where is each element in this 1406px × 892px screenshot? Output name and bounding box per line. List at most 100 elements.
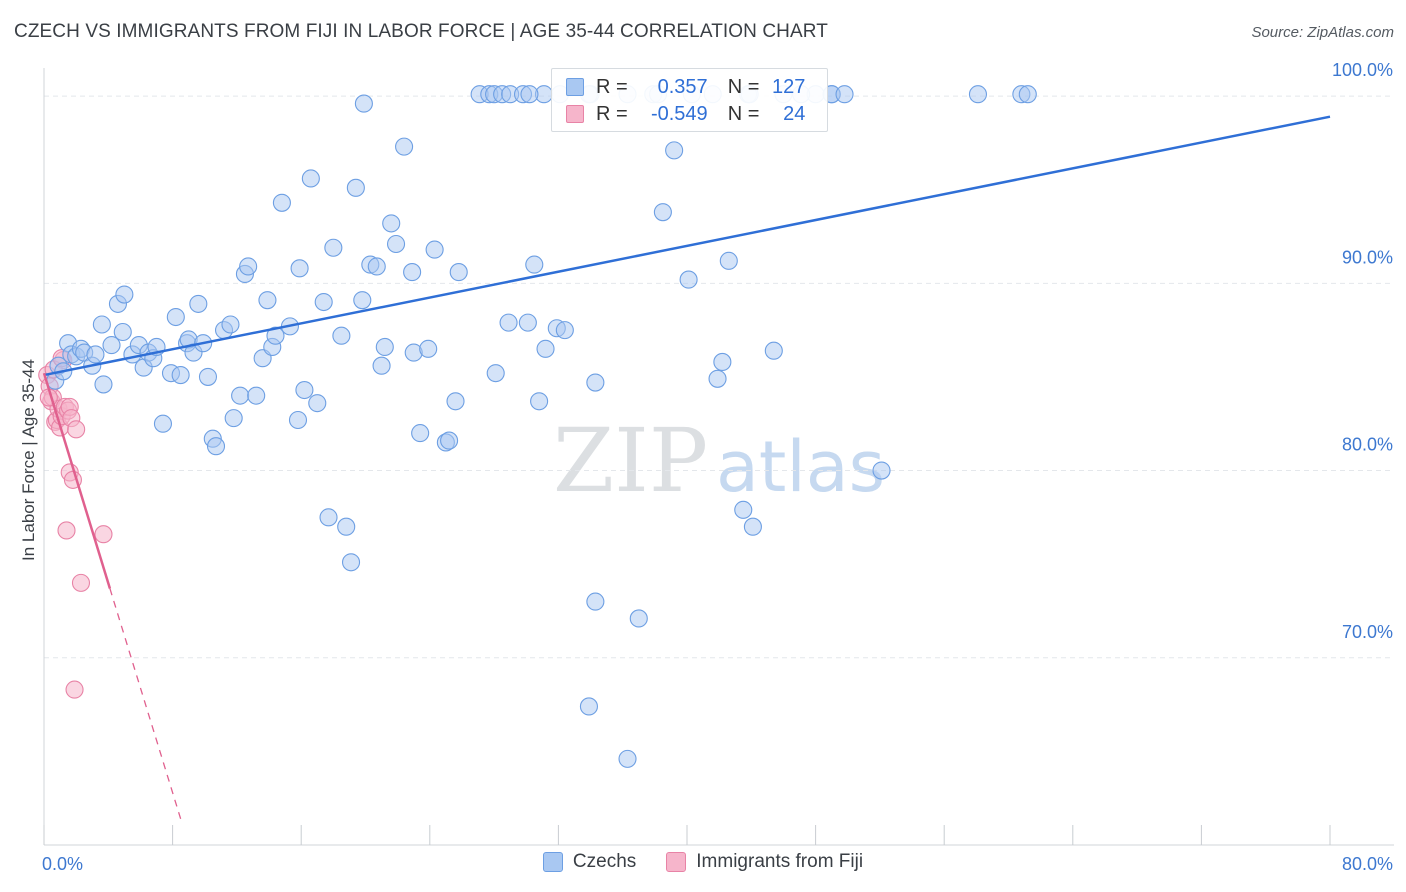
czech-point (153, 414, 173, 433)
y-tick-label: 80.0% (1342, 435, 1393, 455)
czech-point (353, 291, 372, 310)
fiji-r-label: R = (596, 102, 628, 125)
legend-row-fiji: R = -0.549 N = 24 (566, 101, 805, 127)
czech-point (198, 367, 218, 386)
czech-point (367, 257, 386, 276)
watermark-atlas: atlas (716, 426, 885, 508)
czech-point (530, 392, 549, 411)
tick-labels: 70.0% 80.0% 90.0% 100.0% 0.0% 80.0% (42, 60, 1393, 874)
y-tick-label: 70.0% (1342, 622, 1393, 642)
czechs-legend-swatch (542, 852, 563, 872)
czech-point (115, 285, 134, 304)
czech-point (375, 337, 394, 357)
czech-point (231, 386, 250, 405)
czech-point (301, 169, 320, 188)
czech-point (288, 410, 308, 430)
czech-point (764, 341, 783, 360)
czech-point (332, 326, 351, 345)
czech-point (743, 517, 762, 536)
czechs-swatch (566, 78, 584, 96)
czech-point (518, 313, 537, 332)
czech-point (382, 214, 401, 233)
czech-point (258, 291, 277, 310)
czech-point (486, 364, 505, 383)
chart-title: CZECH VS IMMIGRANTS FROM FIJI IN LABOR F… (14, 21, 828, 42)
fiji-point (71, 573, 91, 592)
czech-point (872, 461, 891, 480)
czech-point (665, 141, 684, 160)
fiji-point (94, 525, 113, 544)
axes (43, 68, 1394, 846)
czech-point (324, 238, 343, 257)
czech-point (586, 592, 605, 611)
czech-point (618, 749, 637, 768)
legend-row-czechs: R = 0.357 N = 127 (566, 74, 805, 100)
czech-point (499, 313, 518, 332)
czech-point (520, 85, 539, 104)
czech-point (835, 85, 854, 104)
czech-point (319, 508, 338, 527)
fiji-trend-line (42, 372, 112, 589)
fiji-n-value: 24 (783, 102, 806, 125)
czech-point (113, 322, 132, 342)
czech-point (346, 178, 365, 197)
czech-point (94, 375, 113, 394)
czech-point (419, 339, 438, 358)
czech-point (555, 321, 574, 340)
czech-point (713, 352, 732, 371)
correlation-legend: R = 0.357 N = 127 R = -0.549 N = 24 (551, 68, 828, 132)
trend-lines (42, 115, 1331, 819)
czech-trend-line (43, 115, 1331, 377)
czech-point (295, 380, 314, 400)
czech-points (46, 85, 1037, 768)
y-tick-label: 90.0% (1342, 247, 1393, 267)
x-tick-label: 0.0% (42, 854, 83, 874)
czech-point (92, 315, 111, 334)
czechs-n-value: 127 (772, 75, 806, 98)
fiji-points (38, 349, 113, 699)
watermark-zip: ZIP (553, 409, 708, 512)
czech-point (314, 292, 333, 312)
czech-point (224, 409, 243, 428)
czech-point (1018, 85, 1037, 104)
legend-item-fiji: Immigrants from Fiji (666, 851, 863, 873)
czech-point (166, 307, 185, 327)
czech-point (525, 255, 544, 274)
fiji-legend-swatch (666, 852, 687, 872)
czech-point (386, 234, 406, 254)
fiji-point (65, 680, 84, 699)
czech-point (171, 366, 190, 385)
legend-item-czechs: Czechs (542, 851, 636, 873)
zipatlas-watermark: ZIP atlas (553, 409, 885, 512)
fiji-swatch (566, 105, 584, 123)
y-tick-label: 100.0% (1332, 60, 1393, 80)
czech-point (653, 203, 672, 222)
series-legend: Czechs Immigrants from Fiji (0, 851, 1406, 873)
czech-point (189, 294, 208, 313)
fiji-point (57, 521, 76, 540)
czech-point (354, 94, 373, 113)
czech-point (734, 500, 753, 519)
fiji-point (67, 420, 86, 439)
czech-point (290, 259, 309, 278)
czech-point (86, 345, 105, 364)
fiji-legend-label: Immigrants from Fiji (696, 851, 864, 872)
czech-point (708, 369, 727, 388)
czech-point (221, 315, 240, 334)
y-axis-label-wrap: In Labor Force | Age 35-44 (17, 330, 41, 590)
czech-point (968, 85, 988, 104)
czech-point (425, 240, 444, 259)
czech-point (341, 553, 361, 572)
czechs-r-label: R = (596, 75, 628, 98)
source-credit: Source: ZipAtlas.com (1251, 24, 1394, 41)
czech-point (579, 697, 598, 716)
fiji-r-value: -0.549 (650, 102, 708, 125)
czech-point (206, 437, 226, 456)
czech-point (629, 609, 648, 628)
czech-point (239, 257, 258, 276)
y-axis-label: In Labor Force | Age 35-44 (19, 359, 38, 561)
czech-point (395, 137, 414, 156)
fiji-n-label: N = (727, 102, 760, 125)
czech-point (446, 392, 465, 411)
